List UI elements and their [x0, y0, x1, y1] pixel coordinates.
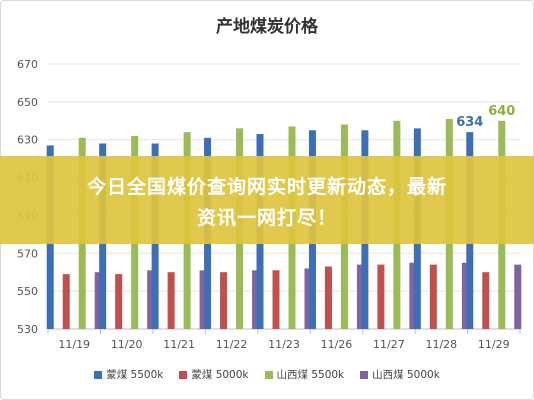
- legend-label: 蒙煤 5500k: [106, 369, 164, 381]
- bar: [252, 270, 260, 329]
- y-tick-label: 530: [17, 323, 38, 336]
- legend-item: 蒙煤 5000k: [179, 367, 249, 382]
- bar: [429, 264, 437, 329]
- legend-item: 蒙煤 5500k: [94, 367, 163, 382]
- bar: [147, 270, 155, 329]
- y-tick-label: 570: [17, 247, 38, 260]
- x-tick-label: 11/21: [163, 338, 195, 351]
- bar: [409, 262, 417, 329]
- data-label: 640: [488, 104, 515, 119]
- bar: [461, 262, 469, 329]
- bar: [482, 272, 490, 329]
- chart-title: 产地煤炭价格: [216, 17, 318, 37]
- legend-swatch: [360, 370, 369, 379]
- legend-label: 山西煤 5500k: [276, 369, 345, 381]
- chart-legend: 蒙煤 5500k 蒙煤 5000k 山西煤 5500k 山西煤 5000k: [0, 367, 534, 382]
- bar: [272, 270, 280, 329]
- legend-item: 山西煤 5500k: [264, 367, 345, 382]
- legend-swatch: [94, 370, 103, 379]
- legend-swatch: [179, 370, 188, 379]
- banner-line-1: 今日全国煤价查询网实时更新动态，最新: [86, 176, 447, 198]
- bar: [220, 272, 228, 329]
- bar: [304, 268, 312, 329]
- x-tick-label: 11/29: [478, 338, 510, 351]
- x-tick-label: 11/20: [111, 338, 143, 351]
- x-tick-label: 11/23: [268, 338, 300, 351]
- bar: [377, 264, 385, 329]
- bar: [167, 272, 175, 329]
- x-tick-label: 11/22: [216, 338, 248, 351]
- legend-label: 山西煤 5000k: [372, 369, 440, 381]
- bar: [62, 274, 70, 329]
- y-tick-label: 550: [17, 285, 38, 298]
- x-tick-label: 11/27: [373, 338, 405, 351]
- banner-line-2: 资讯一网打尽！: [196, 207, 337, 229]
- legend-swatch: [264, 370, 273, 379]
- legend-label: 蒙煤 5000k: [191, 369, 249, 381]
- y-tick-label: 650: [17, 96, 38, 109]
- bar: [514, 264, 522, 329]
- x-tick-label: 11/26: [321, 338, 353, 351]
- bar: [356, 264, 364, 329]
- bar: [324, 266, 332, 329]
- banner-text: 今日全国煤价查询网实时更新动态，最新 资讯一网打尽！: [0, 172, 534, 234]
- bar: [115, 274, 123, 329]
- y-tick-label: 630: [17, 134, 38, 147]
- legend-item: 山西煤 5000k: [360, 367, 440, 382]
- y-tick-label: 670: [17, 58, 38, 71]
- x-tick-label: 11/19: [58, 338, 90, 351]
- data-label: 634: [456, 115, 483, 130]
- x-tick-label: 11/28: [425, 338, 457, 351]
- bar: [94, 272, 102, 329]
- overlay-banner: [0, 156, 534, 244]
- bar: [199, 270, 207, 329]
